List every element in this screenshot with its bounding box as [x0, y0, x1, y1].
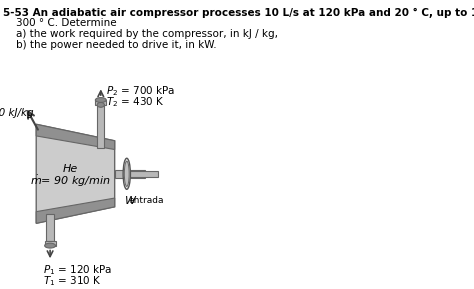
Polygon shape	[36, 124, 115, 149]
Bar	[95, 100, 106, 105]
Text: 20 kJ/kg: 20 kJ/kg	[0, 108, 33, 118]
Text: $T_1$ = 310 K: $T_1$ = 310 K	[44, 274, 102, 288]
Ellipse shape	[124, 161, 129, 186]
Bar	[45, 241, 55, 246]
Bar	[46, 214, 54, 241]
Text: $P_2$ = 700 kPa: $P_2$ = 700 kPa	[106, 84, 175, 98]
Text: $\dot{m}$= 90 kg/min: $\dot{m}$= 90 kg/min	[30, 174, 111, 189]
Bar	[115, 170, 145, 178]
Ellipse shape	[97, 102, 104, 107]
Polygon shape	[36, 124, 115, 223]
Text: He: He	[63, 164, 78, 174]
Bar	[130, 171, 157, 177]
Ellipse shape	[123, 158, 130, 189]
Bar	[97, 105, 104, 148]
Text: entrada: entrada	[128, 196, 164, 205]
Text: $W$: $W$	[124, 194, 137, 206]
Ellipse shape	[95, 98, 106, 102]
Text: $T_2$ = 430 K: $T_2$ = 430 K	[106, 95, 164, 109]
Polygon shape	[36, 198, 115, 223]
Ellipse shape	[45, 243, 55, 248]
Text: b) the power needed to drive it, in kW.: b) the power needed to drive it, in kW.	[3, 40, 217, 50]
Text: 300 ° C. Determine: 300 ° C. Determine	[3, 18, 117, 28]
Text: 5-53 An adiabatic air compressor processes 10 L/s at 120 kPa and 20 ° C, up to 1: 5-53 An adiabatic air compressor process…	[3, 8, 474, 18]
Text: $P_1$ = 120 kPa: $P_1$ = 120 kPa	[44, 263, 113, 277]
Text: a) the work required by the compressor, in kJ / kg,: a) the work required by the compressor, …	[3, 29, 278, 39]
